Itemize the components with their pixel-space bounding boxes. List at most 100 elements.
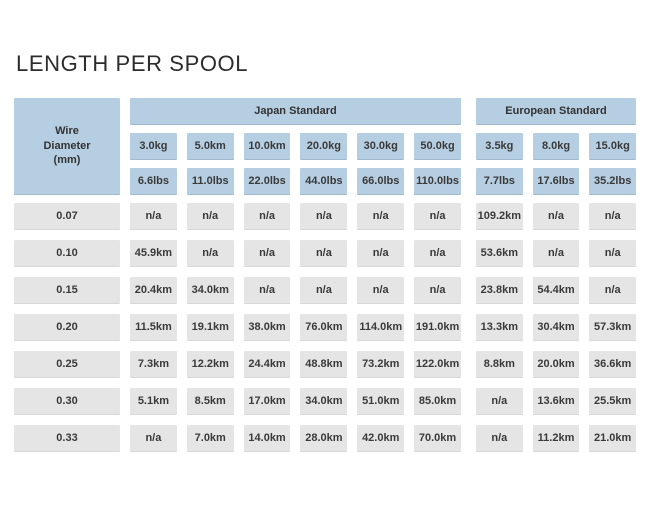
wire-diameter-cell: 0.20: [14, 314, 120, 341]
value-cell: 13.6km: [532, 388, 580, 415]
value-cell: n/a: [532, 240, 580, 267]
column-header-kg: 3.0kg: [130, 133, 177, 160]
value-cell: 38.0km: [243, 314, 291, 341]
column-header-kg: 3.5kg: [476, 133, 523, 160]
value-cell: 17.0km: [243, 388, 291, 415]
column-header-kg: 8.0kg: [532, 133, 580, 160]
value-cell: n/a: [589, 203, 637, 230]
value-cell: 7.0km: [186, 425, 234, 452]
value-cell: n/a: [589, 277, 637, 304]
value-cell: n/a: [300, 203, 348, 230]
wire-diameter-cell: 0.15: [14, 277, 120, 304]
value-cell: n/a: [357, 240, 405, 267]
value-cell: n/a: [476, 425, 523, 452]
table-row: 0.15 20.4km 34.0km n/a n/a n/a n/a 23.8km 54.4…: [14, 277, 637, 304]
value-cell: 73.2km: [357, 351, 405, 378]
japan-standard-group: Japan Standard 3.0kg 5.0km 10.0km 20.0kg…: [130, 98, 461, 195]
value-cell: 8.8km: [476, 351, 523, 378]
page-title: LENGTH PER SPOOL: [16, 51, 249, 76]
value-cell: n/a: [414, 240, 461, 267]
table-row: 0.25 7.3km 12.2km 24.4km 48.8km 73.2km 122.0k…: [14, 351, 637, 378]
value-cell: 19.1km: [186, 314, 234, 341]
japan-values: 20.4km 34.0km n/a n/a n/a n/a: [130, 277, 461, 304]
european-values: n/a 13.6km 25.5km: [476, 388, 637, 415]
japan-values: n/a n/a n/a n/a n/a n/a: [130, 203, 461, 230]
value-cell: 11.2km: [532, 425, 580, 452]
table-row: 0.20 11.5km 19.1km 38.0km 76.0km 114.0km 191.…: [14, 314, 637, 341]
value-cell: n/a: [532, 203, 580, 230]
european-values: 53.6km n/a n/a: [476, 240, 637, 267]
value-cell: 42.0km: [357, 425, 405, 452]
column-header-lbs: 35.2lbs: [589, 168, 637, 195]
value-cell: 48.8km: [300, 351, 348, 378]
value-cell: n/a: [476, 388, 523, 415]
value-cell: 14.0km: [243, 425, 291, 452]
wire-diameter-header: Wire Diameter (mm): [14, 98, 120, 195]
value-cell: n/a: [130, 203, 177, 230]
value-cell: 114.0km: [357, 314, 405, 341]
column-header-kg: 5.0km: [186, 133, 234, 160]
value-cell: 53.6km: [476, 240, 523, 267]
european-values: 13.3km 30.4km 57.3km: [476, 314, 637, 341]
value-cell: n/a: [243, 240, 291, 267]
table-row: 0.30 5.1km 8.5km 17.0km 34.0km 51.0km 85.0km …: [14, 388, 637, 415]
table-row: 0.10 45.9km n/a n/a n/a n/a n/a 53.6km n/a n/a: [14, 240, 637, 267]
value-cell: 12.2km: [186, 351, 234, 378]
value-cell: 191.0km: [414, 314, 461, 341]
value-cell: 54.4km: [532, 277, 580, 304]
column-header-lbs: 66.0lbs: [357, 168, 405, 195]
value-cell: 11.5km: [130, 314, 177, 341]
value-cell: 28.0km: [300, 425, 348, 452]
value-cell: 20.4km: [130, 277, 177, 304]
value-cell: n/a: [300, 240, 348, 267]
european-kg-row: 3.5kg 8.0kg 15.0kg: [476, 133, 637, 160]
value-cell: 70.0km: [414, 425, 461, 452]
wire-diameter-cell: 0.30: [14, 388, 120, 415]
value-cell: 13.3km: [476, 314, 523, 341]
table-body: 0.07 n/a n/a n/a n/a n/a n/a 109.2km n/a n/a 0.…: [14, 203, 637, 452]
european-lbs-row: 7.7lbs 17.6lbs 35.2lbs: [476, 168, 637, 195]
value-cell: 8.5km: [186, 388, 234, 415]
column-header-lbs: 6.6lbs: [130, 168, 177, 195]
value-cell: n/a: [186, 203, 234, 230]
column-header-lbs: 110.0lbs: [414, 168, 461, 195]
japan-standard-band: Japan Standard: [130, 98, 461, 125]
japan-kg-row: 3.0kg 5.0km 10.0km 20.0kg 30.0kg 50.0kg: [130, 133, 461, 160]
japan-values: 11.5km 19.1km 38.0km 76.0km 114.0km 191.0km: [130, 314, 461, 341]
table-header: Wire Diameter (mm) Japan Standard 3.0kg …: [14, 98, 637, 195]
value-cell: 5.1km: [130, 388, 177, 415]
column-header-kg: 15.0kg: [589, 133, 637, 160]
value-cell: n/a: [300, 277, 348, 304]
european-values: n/a 11.2km 21.0km: [476, 425, 637, 452]
value-cell: 20.0km: [532, 351, 580, 378]
value-cell: 21.0km: [589, 425, 637, 452]
value-cell: 23.8km: [476, 277, 523, 304]
value-cell: 30.4km: [532, 314, 580, 341]
value-cell: n/a: [414, 277, 461, 304]
value-cell: 109.2km: [476, 203, 523, 230]
column-header-kg: 30.0kg: [357, 133, 405, 160]
value-cell: n/a: [130, 425, 177, 452]
column-header-lbs: 44.0lbs: [300, 168, 348, 195]
european-values: 109.2km n/a n/a: [476, 203, 637, 230]
wire-diameter-cell: 0.07: [14, 203, 120, 230]
value-cell: 25.5km: [589, 388, 637, 415]
value-cell: 34.0km: [186, 277, 234, 304]
value-cell: n/a: [243, 203, 291, 230]
column-header-kg: 50.0kg: [414, 133, 461, 160]
value-cell: 76.0km: [300, 314, 348, 341]
japan-lbs-row: 6.6lbs 11.0lbs 22.0lbs 44.0lbs 66.0lbs 1…: [130, 168, 461, 195]
column-header-lbs: 22.0lbs: [243, 168, 291, 195]
european-values: 8.8km 20.0km 36.6km: [476, 351, 637, 378]
length-per-spool-table: Wire Diameter (mm) Japan Standard 3.0kg …: [14, 98, 637, 452]
japan-values: 5.1km 8.5km 17.0km 34.0km 51.0km 85.0km: [130, 388, 461, 415]
value-cell: 34.0km: [300, 388, 348, 415]
japan-values: 45.9km n/a n/a n/a n/a n/a: [130, 240, 461, 267]
european-values: 23.8km 54.4km n/a: [476, 277, 637, 304]
japan-values: n/a 7.0km 14.0km 28.0km 42.0km 70.0km: [130, 425, 461, 452]
table-row: 0.07 n/a n/a n/a n/a n/a n/a 109.2km n/a n/a: [14, 203, 637, 230]
column-header-lbs: 7.7lbs: [476, 168, 523, 195]
japan-values: 7.3km 12.2km 24.4km 48.8km 73.2km 122.0km: [130, 351, 461, 378]
value-cell: 24.4km: [243, 351, 291, 378]
